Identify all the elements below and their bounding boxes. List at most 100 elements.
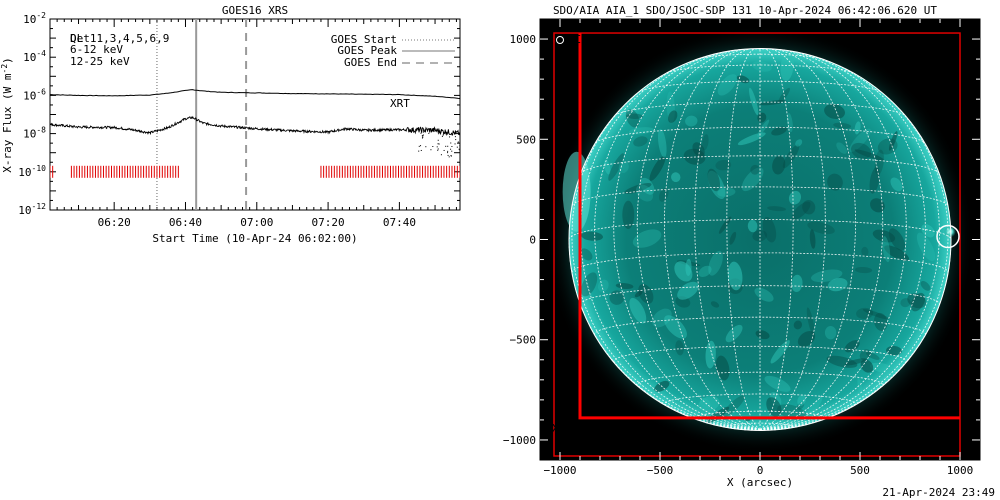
aia-image-panel: SDO/AIA AIA_1 SDO/JSOC-SDP 131 10-Apr-20… <box>503 4 981 489</box>
flare-legend-icon <box>556 36 564 44</box>
goes-short-channel-point <box>455 139 457 141</box>
goes-short-channel-point <box>442 134 444 136</box>
dark-coronal-region <box>624 182 652 194</box>
dark-coronal-region <box>874 149 884 175</box>
bright-coronal-region <box>749 87 759 116</box>
goes-x-tick-label: 07:20 <box>312 216 345 229</box>
longitude-line <box>759 48 856 430</box>
aia-x-tick-label: 0 <box>757 464 764 477</box>
bright-coronal-region <box>788 190 802 205</box>
aia-x-tick-label: −1000 <box>543 464 576 477</box>
dark-coronal-region <box>707 168 720 192</box>
footer-timestamp: 21-Apr-2024 23:49 <box>882 486 995 499</box>
bright-coronal-region <box>747 219 758 233</box>
dark-coronal-region <box>633 136 648 147</box>
aia-chart-title: SDO/AIA AIA_1 SDO/JSOC-SDP 131 10-Apr-20… <box>553 4 937 17</box>
bright-coronal-region <box>890 177 903 192</box>
dark-coronal-region <box>622 200 635 230</box>
aia-image-boundary <box>553 32 961 457</box>
goes-short-channel-point <box>438 143 440 145</box>
goes-x-ticks: 06:20 06:40 07:00 07:20 07:40 <box>49 19 457 229</box>
goes-short-channel-point <box>422 135 424 137</box>
dark-coronal-region <box>827 173 843 191</box>
bright-coronal-region <box>717 187 736 197</box>
bright-coronal-region <box>824 325 837 340</box>
xrt-fov-label: XRT FOV <box>552 422 599 435</box>
goes-short-channel-point <box>449 136 451 138</box>
dark-coronal-region <box>782 144 800 169</box>
longitude-line <box>759 50 907 430</box>
goes-y-tick-label: 10-2 <box>23 11 46 26</box>
dark-coronal-region <box>888 228 906 251</box>
bright-coronal-region <box>770 340 790 364</box>
goes-short-channel-point <box>459 145 460 147</box>
bright-coronal-region <box>921 224 935 238</box>
dark-coronal-region <box>702 134 709 151</box>
bright-coronal-region <box>791 274 803 293</box>
goes-legend: GOES Start GOES Peak GOES End <box>331 33 455 69</box>
goes-x-tick-label: 07:40 <box>383 216 416 229</box>
bright-coronal-region <box>827 277 848 292</box>
goes-short-channel-point <box>437 133 439 135</box>
band-6-12-kev-label: 6-12 keV <box>70 43 123 56</box>
goes-xrs-panel: GOES16 XRS 10-12 10-10 10-8 10-6 10-4 10-2 06… <box>0 4 461 245</box>
longitude-line <box>580 56 761 430</box>
dark-coronal-region <box>865 352 880 360</box>
goes-short-channel-point <box>457 141 459 143</box>
dark-coronal-region <box>626 113 643 119</box>
latitude-line <box>638 80 882 93</box>
dark-coronal-region <box>767 206 786 212</box>
dark-coronal-region <box>884 245 910 261</box>
goes-event-markers <box>156 19 248 210</box>
dark-coronal-region <box>860 359 874 373</box>
goes-short-channel-point <box>450 142 452 144</box>
aia-flare-location-circle <box>936 224 960 249</box>
goes-short-channel-point <box>418 150 420 152</box>
bright-coronal-region <box>677 281 699 300</box>
goes-short-channel-point <box>436 146 438 148</box>
goes-short-channel-point <box>450 148 452 150</box>
bright-coronal-region <box>707 170 726 199</box>
bright-coronal-region <box>849 128 871 153</box>
goes-short-channel-point <box>437 143 439 145</box>
bright-coronal-region <box>698 396 720 412</box>
bright-coronal-region <box>727 261 743 291</box>
bright-coronal-region <box>657 128 667 158</box>
dark-coronal-region <box>900 298 911 308</box>
dark-coronal-region <box>668 110 678 123</box>
goes-short-channel-point <box>447 150 449 152</box>
bright-coronal-region <box>698 265 712 278</box>
goes-short-channel-point <box>437 139 439 141</box>
goes-y-tick-label: 10-12 <box>18 202 46 217</box>
dark-coronal-region <box>772 155 786 175</box>
latitude-line <box>614 101 906 117</box>
aia-x-tick-label: −500 <box>647 464 674 477</box>
dark-coronal-region <box>766 397 782 418</box>
goes-short-channel-point <box>445 131 447 133</box>
dark-coronal-region <box>872 229 896 243</box>
goes-short-channel-point <box>451 145 453 147</box>
goes-short-channel-point <box>441 135 443 137</box>
dark-coronal-region <box>705 406 730 425</box>
goes-short-channel-point <box>448 156 450 158</box>
bright-coronal-region <box>708 250 723 276</box>
longitude-line <box>759 48 826 430</box>
goes-short-channel-point <box>437 149 439 151</box>
legend-goes-end: GOES End <box>344 56 397 69</box>
aia-x-tick-label: 500 <box>850 464 870 477</box>
bright-coronal-region <box>671 172 681 183</box>
solar-limb-outline <box>568 48 952 431</box>
goes-short-channel-point <box>454 143 456 145</box>
goes-x-tick-label: 07:00 <box>240 216 273 229</box>
goes-short-channel-point <box>440 154 442 156</box>
goes-short-channel-point <box>459 149 460 151</box>
bright-coronal-region <box>737 132 766 146</box>
goes-short-channel-point <box>430 149 432 151</box>
dark-coronal-region <box>649 155 666 181</box>
dark-coronal-region <box>920 281 931 291</box>
longitude-line <box>571 77 761 430</box>
detector-label-overlay: QL <box>70 32 84 45</box>
latitude-line <box>571 252 949 273</box>
longitude-line <box>759 48 794 430</box>
goes-y-axis-label-tail: ) <box>1 57 14 64</box>
